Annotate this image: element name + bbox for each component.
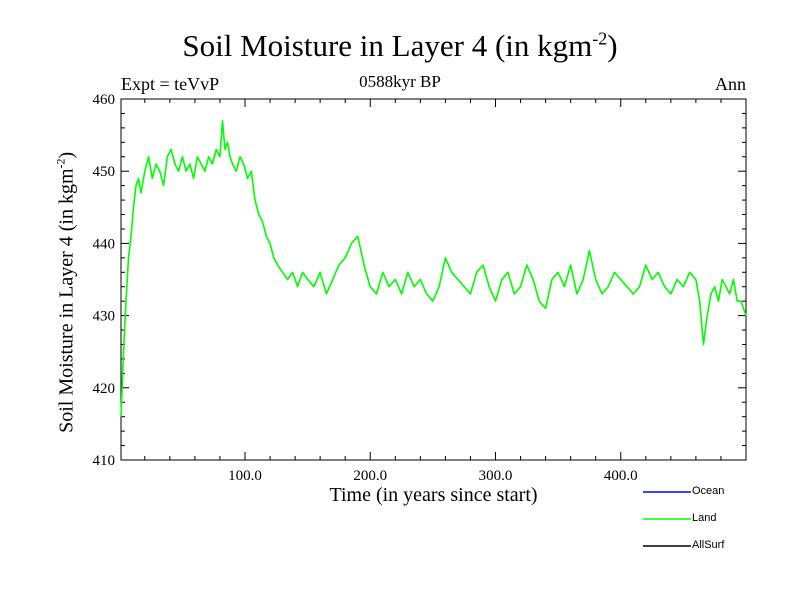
x-axis-label: Time (in years since start) [329,484,538,506]
x-tick-label: 100.0 [228,468,262,484]
y-tick-label: 420 [93,381,116,397]
legend-label-ocean: Ocean [692,485,725,497]
x-tick-label: 300.0 [479,468,513,484]
series-line-land [120,119,747,417]
y-tick-label: 460 [93,92,116,108]
y-axis-label-superscript: -2 [53,158,68,169]
chart-subtitle: 0588kyr BP [359,72,441,91]
y-axis-label-close: ) [55,151,78,159]
experiment-label: Expt = teVvP [121,74,220,94]
chart-title-superscript: -2 [592,28,608,49]
y-tick-label: 440 [93,236,116,252]
legend-label-land: Land [692,512,717,524]
series-layer [120,119,747,417]
chart-title: Soil Moisture in Layer 4 (in kgm-2) [0,28,800,64]
axis-ticks: 410 420 430 440 450 460 100.0 200.0 300.0 400.0 [93,92,746,484]
legend-lines [643,491,691,547]
chart-title-close: ) [607,28,618,63]
season-label: Ann [715,74,746,94]
y-tick-label: 450 [93,164,116,180]
y-tick-label: 410 [93,453,116,469]
x-tick-label: 200.0 [353,468,387,484]
x-tick-label: 400.0 [604,468,638,484]
y-axis-label-text: Soil Moisture in Layer 4 (in kgm [55,168,78,433]
plot-frame [120,98,747,461]
y-axis-label: Soil Moisture in Layer 4 (in kgm-2) [54,112,79,472]
chart-title-text: Soil Moisture in Layer 4 (in kgm [182,28,593,63]
legend-label-allsurf: AllSurf [692,539,725,551]
y-tick-label: 430 [93,309,116,325]
